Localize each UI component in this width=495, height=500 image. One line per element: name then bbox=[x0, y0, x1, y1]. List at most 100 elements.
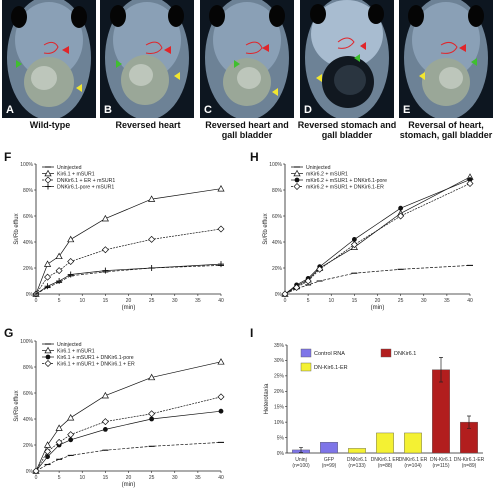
x-tick-label: 15 bbox=[103, 475, 109, 481]
x-tick-label: 0 bbox=[35, 298, 38, 304]
category-count: (n=88) bbox=[378, 463, 393, 469]
point-marker bbox=[148, 410, 156, 418]
point-marker bbox=[55, 438, 63, 446]
point-marker bbox=[45, 454, 50, 460]
x-tick-label: 35 bbox=[195, 475, 201, 481]
point-marker bbox=[67, 258, 75, 265]
legend-label: Kir6.1 + mSUR1 + DNKir6.1-pore bbox=[57, 355, 134, 361]
point-marker bbox=[44, 283, 51, 290]
category-label: DNKir6.1 ER bbox=[371, 457, 400, 463]
legend-swatch bbox=[300, 362, 312, 372]
y-tick-label: 0% bbox=[26, 469, 34, 475]
y-tick-label: 20% bbox=[23, 266, 34, 272]
point-marker bbox=[149, 416, 155, 422]
x-tick-label: 5 bbox=[307, 298, 310, 304]
point-marker bbox=[44, 169, 52, 177]
y-tick-label: 100% bbox=[20, 339, 33, 345]
chart-h: 0% 20% 40% 60% 80% 100% 0 5 10 15 20 25 30 35 40 (min) S… bbox=[263, 158, 485, 318]
point-marker bbox=[101, 214, 109, 222]
panel-letter-g: G bbox=[4, 326, 14, 340]
y-tick-label: 20% bbox=[23, 443, 34, 449]
x-tick-label: 20 bbox=[126, 298, 132, 304]
point-marker bbox=[56, 278, 63, 284]
category-label: GFP bbox=[324, 457, 335, 463]
legend-label: DN-Kir6.1-ER bbox=[314, 365, 348, 371]
x-tick-label: 5 bbox=[58, 298, 61, 304]
y-tick-label: 0% bbox=[275, 292, 283, 298]
y-tick-label: 60% bbox=[272, 214, 283, 220]
y-tick-label: 80% bbox=[23, 365, 34, 371]
point-marker bbox=[316, 265, 324, 273]
x-tick-label: 0 bbox=[35, 475, 38, 481]
x-axis-title: (min) bbox=[122, 305, 136, 311]
point-marker bbox=[217, 358, 225, 365]
series-line bbox=[35, 361, 222, 472]
point-marker bbox=[55, 267, 63, 275]
point-marker bbox=[293, 169, 301, 177]
point-marker bbox=[218, 261, 224, 268]
point-marker bbox=[44, 346, 52, 354]
point-marker bbox=[294, 177, 300, 183]
bar bbox=[348, 448, 366, 454]
point-marker bbox=[148, 373, 156, 381]
point-marker bbox=[67, 431, 75, 439]
photo-letter: B bbox=[104, 104, 112, 116]
legend-label: Kir6.1 + mSUR1 bbox=[57, 171, 95, 177]
legend-label: Kir6.1 + mSUR1 bbox=[57, 348, 95, 354]
error-bar bbox=[299, 447, 303, 453]
category-label: DN-Kir6.1 bbox=[430, 457, 452, 463]
y-tick-label: 20% bbox=[272, 266, 283, 272]
y-tick-label: 60% bbox=[23, 214, 34, 220]
photo-letter: C bbox=[204, 104, 212, 116]
y-axis-title: Sr/Rb efflux bbox=[14, 390, 20, 421]
point-marker bbox=[55, 424, 63, 431]
error-bar bbox=[467, 415, 471, 429]
series-line bbox=[284, 183, 471, 295]
y-tick-label: 15% bbox=[274, 405, 285, 411]
x-tick-label: 5 bbox=[58, 475, 61, 481]
y-tick-label: 10% bbox=[274, 420, 285, 426]
point-marker bbox=[102, 427, 108, 432]
point-marker bbox=[304, 277, 312, 285]
series-line bbox=[284, 265, 471, 295]
point-marker bbox=[148, 235, 156, 243]
x-tick-label: 30 bbox=[421, 298, 427, 304]
point-marker bbox=[148, 195, 156, 202]
legend-label: DNKir6.1 + ER + mSUR1 bbox=[57, 178, 115, 184]
y-tick-label: 20% bbox=[274, 389, 285, 395]
legend-label: DNKir6.1 bbox=[394, 351, 416, 357]
y-tick-label: 40% bbox=[23, 240, 34, 246]
x-tick-label: 40 bbox=[218, 298, 224, 304]
x-tick-label: 15 bbox=[103, 298, 109, 304]
panel-letter-h: H bbox=[250, 150, 259, 164]
y-tick-label: 5% bbox=[277, 435, 285, 441]
caption-reversal-heart-stomach-gall-bladder: Reversal of heart, stomach, gall bladder bbox=[399, 120, 493, 140]
legend-swatch bbox=[300, 348, 312, 358]
category-label: DNKir6.1 bbox=[347, 457, 368, 463]
x-tick-label: 35 bbox=[195, 298, 201, 304]
point-marker bbox=[44, 360, 52, 367]
point-marker bbox=[101, 418, 109, 426]
category-count: (n=89) bbox=[462, 463, 477, 469]
category-count: (n=104) bbox=[404, 463, 422, 469]
point-marker bbox=[44, 273, 52, 281]
x-axis-title: (min) bbox=[371, 305, 385, 311]
y-axis-title: Heterotaxia bbox=[264, 383, 270, 414]
x-tick-label: 15 bbox=[352, 298, 358, 304]
point-marker bbox=[101, 391, 109, 399]
x-tick-label: 35 bbox=[444, 298, 450, 304]
legend-label: Uninjected bbox=[57, 165, 82, 171]
legend-label: DNKir6.1-pore + mSUR1 bbox=[57, 184, 114, 190]
point-marker bbox=[467, 177, 473, 182]
panel-letter-i: I bbox=[250, 326, 254, 340]
point-marker bbox=[101, 246, 109, 254]
series-line bbox=[35, 265, 222, 295]
point-marker bbox=[102, 267, 109, 274]
caption-reversed-stomach-gall-bladder: Reversed stomach and gall bladder bbox=[297, 120, 397, 140]
point-marker bbox=[217, 225, 225, 233]
point-marker bbox=[68, 437, 74, 443]
point-marker bbox=[293, 183, 301, 190]
point-marker bbox=[397, 212, 405, 220]
x-tick-label: 10 bbox=[79, 475, 85, 481]
category-label: DNKir6.1 ER bbox=[399, 457, 428, 463]
